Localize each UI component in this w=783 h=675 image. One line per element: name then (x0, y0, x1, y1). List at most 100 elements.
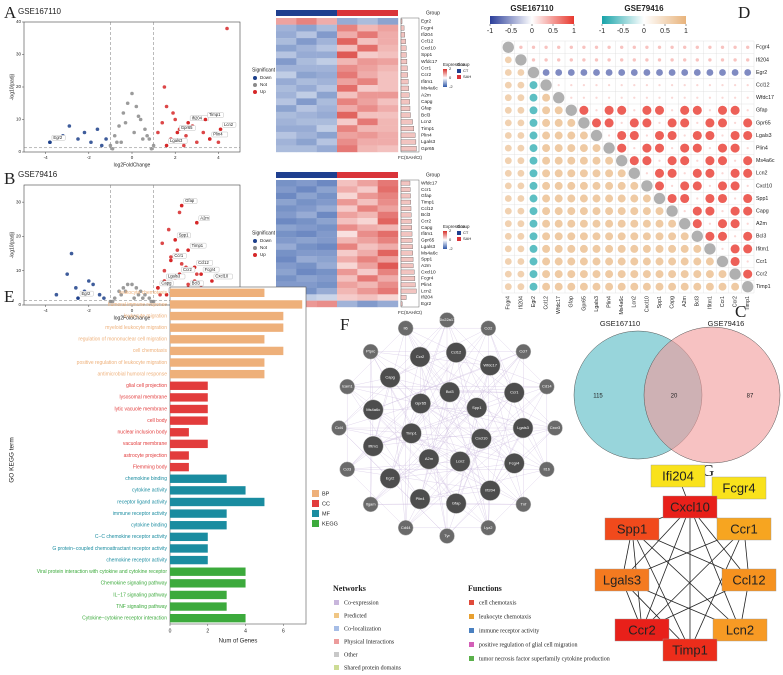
corr-circle (696, 159, 699, 162)
corr-circle (696, 121, 699, 125)
legend-label: CT (463, 230, 469, 235)
fc-label: FC(SAH/Ct) (398, 155, 423, 160)
network-edge (338, 356, 421, 429)
heat-cell (316, 294, 338, 301)
corr-circle (529, 257, 538, 266)
heat-cell (377, 111, 399, 119)
heat-cell (296, 294, 317, 301)
point (216, 140, 221, 145)
gene-label: Ms4a6c (421, 86, 438, 92)
corr-circle (605, 181, 614, 190)
point (147, 137, 152, 141)
corr-circle (579, 244, 588, 253)
heat-cell (357, 31, 378, 39)
corr-circle (721, 247, 724, 251)
heat-cell (276, 131, 297, 139)
corr-circle (579, 105, 589, 115)
corr-circle (680, 105, 690, 115)
ppi-label: Ccr2 (628, 622, 655, 637)
corr-circle (668, 232, 677, 241)
heat-cell (377, 105, 399, 112)
corr-circle (594, 58, 599, 62)
heat-cell (357, 98, 378, 106)
heat-cell (377, 275, 399, 282)
legend-swatch (334, 600, 339, 605)
corr-circle (504, 258, 512, 265)
corr-circle (620, 83, 623, 87)
corr-circle (617, 207, 626, 216)
heat-cell (357, 64, 378, 72)
corr-circle (517, 270, 525, 278)
ppi-label: Lgals3 (603, 572, 641, 587)
point (134, 104, 139, 109)
heat-cell (276, 249, 297, 257)
heat-cell (276, 186, 297, 193)
heat-cell (357, 224, 378, 231)
node-label: Il1b (544, 466, 551, 471)
gene-label: Bcl3 (192, 280, 201, 285)
fc-bar (400, 119, 413, 125)
heat-cell (377, 205, 399, 212)
bar (170, 544, 208, 553)
legend-label: immune receptor activity (479, 628, 539, 634)
gene-label: Plin4 (213, 132, 223, 137)
gene-label: Timp1 (421, 199, 434, 205)
heat-cell (276, 275, 297, 282)
heat-cell (316, 51, 338, 59)
row-label: Ms4a6c (756, 158, 775, 164)
heat-cell (337, 51, 358, 59)
category-label: Flemming body (133, 464, 168, 470)
row-label: Ccr1 (756, 259, 767, 265)
corr-circle (554, 270, 563, 279)
ppi-label: Spp1 (617, 521, 647, 536)
heat-cell (377, 18, 399, 25)
corr-circle (733, 235, 737, 238)
corr-circle (654, 105, 665, 115)
corr-circle (670, 96, 674, 99)
network-node (445, 342, 467, 363)
network-edge (476, 407, 524, 505)
corr-circle (742, 281, 754, 293)
label-box (51, 135, 66, 141)
gene-label: Gpr65 (181, 125, 193, 130)
corr-circle (743, 156, 753, 166)
network-edge (389, 377, 547, 470)
legend-label: cell chemotaxis (479, 600, 517, 606)
heat-cell (316, 300, 338, 308)
label-box (198, 215, 210, 221)
legend-swatch (312, 500, 319, 507)
col-label: Spp1 (657, 296, 663, 308)
point (175, 248, 180, 252)
corr-circle (743, 269, 753, 279)
corr-circle (592, 156, 601, 165)
corr-circle (692, 130, 702, 141)
corr-circle (595, 96, 598, 99)
bar (170, 486, 246, 495)
col-label: Ccr1 (720, 296, 726, 307)
node-label: Lyz2 (484, 525, 493, 530)
panel-label: A (4, 3, 17, 22)
network-node (515, 496, 532, 513)
node-label: Ifitm1 (368, 443, 379, 448)
network-node (479, 480, 501, 501)
corr-circle (642, 207, 651, 216)
network-node (504, 453, 525, 474)
corr-circle (607, 96, 611, 99)
label-box (213, 273, 233, 280)
corr-circle (733, 83, 737, 87)
point (117, 289, 121, 294)
corr-circle (717, 219, 728, 229)
network-edge (420, 403, 556, 429)
heat-cell (296, 145, 317, 153)
corr-circle (630, 282, 639, 291)
colorbar-tick-label: -1 (487, 28, 493, 35)
heat-cell (296, 24, 317, 32)
node-label: Egr2 (386, 475, 395, 480)
heat-cell (296, 98, 317, 106)
corr-circle (655, 219, 664, 228)
legend-swatch (253, 253, 257, 257)
corr-circle (592, 244, 601, 253)
fc-frame (400, 17, 420, 153)
label-box (177, 232, 191, 239)
heat-cell (276, 205, 297, 212)
